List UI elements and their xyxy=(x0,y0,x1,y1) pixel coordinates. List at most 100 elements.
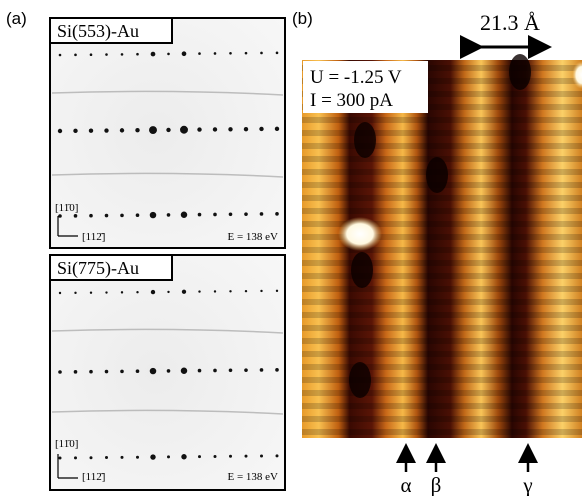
panel-label: (b) xyxy=(292,9,313,28)
direction-label: [112̄] xyxy=(82,231,105,243)
marker-label: γ xyxy=(522,473,532,496)
spot xyxy=(244,368,248,372)
spot xyxy=(197,212,202,217)
spot xyxy=(136,291,139,294)
dark-feature xyxy=(351,252,373,288)
spot xyxy=(136,455,139,459)
spot xyxy=(89,369,93,374)
spot xyxy=(149,126,157,135)
spot xyxy=(58,291,62,295)
spot xyxy=(58,214,62,218)
pattern-title: Si(775)-Au xyxy=(57,258,139,279)
spot xyxy=(166,213,171,217)
spot xyxy=(229,51,232,55)
energy-label: E = 138 eV xyxy=(228,471,279,483)
spot xyxy=(166,369,171,373)
spot xyxy=(167,290,170,294)
spot xyxy=(213,212,217,217)
spot xyxy=(74,291,77,295)
spot xyxy=(229,290,232,293)
spot xyxy=(135,213,140,218)
spot xyxy=(119,128,125,133)
spot xyxy=(275,212,279,216)
spot xyxy=(243,126,249,132)
spot xyxy=(229,454,232,458)
spot xyxy=(197,368,202,373)
spot xyxy=(181,454,187,460)
spot xyxy=(228,212,233,217)
spot xyxy=(89,456,93,460)
dark-feature xyxy=(354,122,376,158)
spot xyxy=(180,125,188,134)
spot xyxy=(213,52,217,55)
spot xyxy=(120,455,124,459)
spot xyxy=(89,213,93,218)
title-box xyxy=(49,254,173,281)
spot xyxy=(260,289,263,293)
streak xyxy=(51,172,284,178)
direction-label: [11̄0] xyxy=(55,202,78,214)
spot xyxy=(275,454,279,458)
label-box xyxy=(303,61,428,113)
spot xyxy=(244,454,248,458)
spot xyxy=(167,52,170,56)
spot xyxy=(181,51,187,57)
spot xyxy=(149,211,157,219)
spot xyxy=(213,290,217,293)
streak xyxy=(51,90,284,96)
spot xyxy=(274,126,280,132)
spot xyxy=(73,214,78,218)
spot xyxy=(73,128,78,134)
spot xyxy=(181,289,187,294)
spot xyxy=(105,53,108,56)
spot xyxy=(244,51,248,55)
marker-label: α xyxy=(400,473,411,496)
pattern-title: Si(553)-Au xyxy=(57,21,139,42)
spot xyxy=(58,456,62,460)
spot xyxy=(58,53,62,57)
current-label: I = 300 pA xyxy=(310,90,393,111)
spot xyxy=(58,370,62,374)
spot xyxy=(180,367,188,375)
spot xyxy=(197,127,202,132)
spot xyxy=(89,53,93,56)
spot xyxy=(120,291,124,294)
spot xyxy=(135,369,140,374)
spot xyxy=(260,454,263,458)
leed-pattern xyxy=(49,254,286,491)
spot xyxy=(198,52,201,55)
title-box xyxy=(49,17,173,44)
spot xyxy=(57,128,63,134)
spot xyxy=(120,369,124,374)
adatom xyxy=(572,61,582,89)
dark-feature xyxy=(426,157,448,193)
marker-label: β xyxy=(431,473,442,496)
spot xyxy=(228,127,233,132)
spot xyxy=(260,51,263,55)
spot xyxy=(244,289,248,293)
spot xyxy=(167,455,170,459)
spot xyxy=(180,211,188,218)
spot xyxy=(89,291,93,294)
spot xyxy=(104,128,109,133)
spot xyxy=(213,368,217,373)
spot xyxy=(105,456,108,460)
dark-feature xyxy=(509,54,531,90)
spot xyxy=(120,213,124,218)
spot xyxy=(150,51,156,57)
spot xyxy=(73,370,78,374)
spot xyxy=(275,289,279,293)
spot xyxy=(166,127,171,133)
energy-label: E = 138 eV xyxy=(228,231,279,243)
leed-pattern xyxy=(49,17,286,249)
spot xyxy=(259,212,264,216)
spot xyxy=(212,127,218,132)
direction-label: [11̄0] xyxy=(55,438,78,450)
adatom xyxy=(338,217,382,251)
direction-label: [112̄] xyxy=(82,471,105,483)
spot xyxy=(244,212,248,216)
spot xyxy=(150,454,156,460)
streak xyxy=(51,328,284,334)
spot xyxy=(74,456,77,460)
